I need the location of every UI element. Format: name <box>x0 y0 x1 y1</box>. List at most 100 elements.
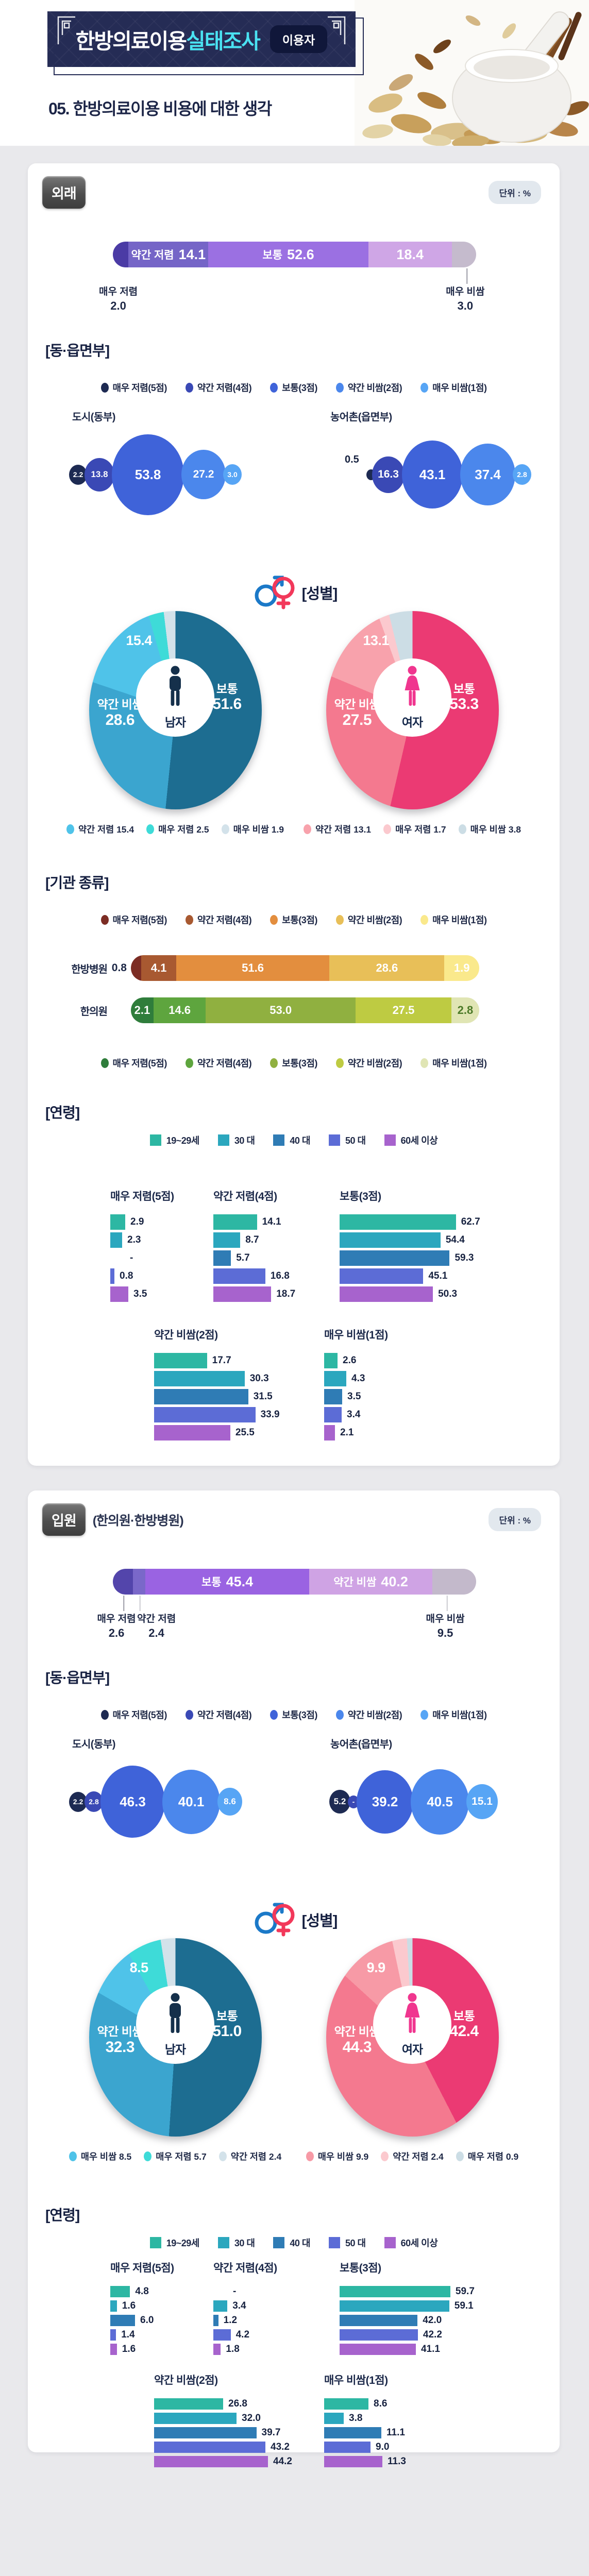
age-value: 3.4 <box>347 1409 361 1420</box>
age-bar <box>154 2442 265 2453</box>
donut-male: 남자 15.4 약간 비쌈 28.6 보통 51.6 약간 저렴 15.4 매우 저렴 2.5… <box>66 611 284 836</box>
legend-square-icon <box>329 2237 340 2248</box>
legend-label: 약간 저렴(4점) <box>197 1710 252 1720</box>
legend-label: 약간 비쌈(2점) <box>347 1710 402 1720</box>
legend-label: 매우 비쌈 1.9 <box>233 824 284 835</box>
donut-male: 남자 8.5 약간 비쌈 32.3 보통 51.0 매우 비쌈 8.5 매우 저렴 5.7 약간… <box>69 1938 281 2163</box>
bubble-chart-rural: 5.2-39.2 40.5 15.1 <box>299 1753 560 1851</box>
legend-dot-icon <box>100 1058 109 1068</box>
age-bar-row: 2.6 <box>324 1351 479 1369</box>
ornament-corner-icon <box>327 15 350 48</box>
legend-item: 약간 저렴(4점) <box>185 913 252 926</box>
legend-dot-icon <box>335 382 344 393</box>
institution-name: 한방병원 <box>71 963 108 975</box>
donut-legend: 매우 비쌈 9.9 약간 저렴 2.4 매우 저렴 0.9 <box>306 2150 518 2163</box>
legend-label: 보통(3점) <box>282 383 317 393</box>
age-chart-title: 보통(3점) <box>340 2262 381 2274</box>
group-label-rural: 농어촌(읍면부) <box>330 412 392 423</box>
age-bar <box>110 1232 122 1248</box>
callout-line <box>466 268 468 284</box>
age-value: 39.7 <box>261 2427 281 2438</box>
section-title-region: [동·읍면부] <box>45 1670 110 1686</box>
age-chart-expensive: 약간 비쌈(2점) 26.8 32.0 39.7 43.2 44.2 <box>154 2372 324 2469</box>
bubble: 2.2 <box>69 1791 87 1812</box>
donut-center: 여자 <box>373 658 451 737</box>
legend-label: 19~29세 <box>166 2238 200 2248</box>
donut-label-right: 보통 42.4 <box>449 2009 479 2040</box>
banner-user-tag: 이용자 <box>270 25 328 53</box>
legend-label: 약간 비쌈(2점) <box>347 1058 402 1069</box>
legend-dot-icon <box>335 1058 344 1068</box>
age-value: 59.1 <box>454 2300 474 2311</box>
age-bar <box>110 1214 125 1230</box>
age-chart-title: 보통(3점) <box>340 1191 381 1202</box>
ornament-corner-icon <box>53 15 76 48</box>
age-bar <box>110 2344 117 2355</box>
age-value: 1.6 <box>122 2300 136 2311</box>
legend-label: 매우 저렴 5.7 <box>156 2151 207 2162</box>
region-legend: 매우 저렴(5점) 약간 저렴(4점) 보통(3점) 약간 비쌈(2점) 매우 비쌈(1… <box>28 1708 560 1721</box>
age-chart-title: 약간 저렴(4점) <box>213 1191 277 1202</box>
callout-line <box>123 1596 124 1611</box>
legend-label: 보통(3점) <box>282 915 317 925</box>
bubble: 2.8 <box>513 464 531 485</box>
age-value: 59.3 <box>455 1252 474 1263</box>
donut-value-topleft: 15.4 <box>126 633 152 649</box>
age-chart-title: 매우 비쌈(1점) <box>324 2375 388 2386</box>
page-title: 05. 한방의료이용 비용에 대한 생각 <box>48 99 272 118</box>
segment-value: 40.2 <box>381 1573 408 1589</box>
segment-value: 18.4 <box>396 246 424 262</box>
legend-item: 매우 저렴 1.7 <box>383 823 446 836</box>
legend-dot-icon <box>185 382 193 393</box>
age-bar <box>154 1425 230 1440</box>
legend-label: 60세 이상 <box>400 2238 438 2248</box>
legend-item: 매우 비쌈 8.5 <box>69 2150 131 2163</box>
age-bar-row: 39.7 <box>154 2426 324 2440</box>
legend-label: 매우 비쌈 8.5 <box>80 2151 132 2162</box>
age-bar-row: 3.8 <box>324 2411 479 2426</box>
inpatient-subtitle: (한의원·한방병원) <box>92 1513 184 1528</box>
institution-bar: 2.1 14.6 53.0 27.5 2.8 <box>131 997 479 1023</box>
age-value: 0.8 <box>120 1270 133 1281</box>
legend-label: 40 대 <box>290 1136 310 1146</box>
legend-label: 매우 저렴(5점) <box>112 383 167 393</box>
legend-item: 매우 저렴(5점) <box>100 1056 167 1070</box>
callout-label: 약간 저렴 2.4 <box>137 1614 176 1639</box>
legend-label: 40 대 <box>290 2238 310 2248</box>
age-value: 2.9 <box>130 1216 144 1227</box>
segment-label: 보통 <box>201 1577 222 1588</box>
legend-item: 약간 비쌈(2점) <box>335 913 402 926</box>
age-charts-row2: 약간 비쌈(2점) 17.7 30.3 31.5 33.9 25.5 매우 비쌈(1점) 2… <box>28 1327 560 1442</box>
bubble: 27.2 <box>181 450 226 499</box>
age-bar <box>154 2427 257 2438</box>
donut-value-topleft: 9.9 <box>366 1960 386 1976</box>
age-bar-row: 50.3 <box>340 1285 515 1303</box>
banner-title-accent: 실태조사 <box>186 29 261 53</box>
unit-label: 단위 : % <box>489 181 541 204</box>
age-bar <box>324 1388 342 1404</box>
legend-label: 매우 비쌈(1점) <box>432 915 487 925</box>
age-value: 1.4 <box>121 2329 135 2340</box>
legend-dot-icon <box>458 824 466 834</box>
age-bar <box>340 2344 416 2355</box>
bubble: 46.3 <box>100 1766 165 1838</box>
region-bubble-charts: 2.2 2.8 46.3 40.1 8.6 5.2-39.2 40.5 15.1 <box>28 1753 560 1851</box>
section-title-gender: [성별] <box>28 575 560 609</box>
legend-dot-icon <box>100 914 109 925</box>
age-chart-very-expensive: 매우 비쌈(1점) 2.6 4.3 3.5 3.4 2.1 <box>324 1327 479 1442</box>
callout-label: 매우 비쌈 3.0 <box>446 286 485 312</box>
male-person-icon <box>166 666 184 711</box>
age-bar-row: 3.4 <box>213 2299 340 2313</box>
age-value: 33.9 <box>260 1409 280 1420</box>
female-person-icon <box>402 1993 423 2039</box>
age-value: 8.7 <box>245 1234 259 1245</box>
age-bar <box>110 2315 135 2326</box>
age-bar <box>324 2456 382 2467</box>
stacked-bar: 보통 45.4 약간 비쌈 40.2 <box>113 1569 476 1595</box>
age-bar <box>324 2413 344 2424</box>
age-bar <box>324 2442 371 2453</box>
legend-dot-icon <box>185 914 193 925</box>
callout-line <box>140 1596 141 1611</box>
legend-dot-icon <box>146 824 155 834</box>
legend-label: 약간 저렴(4점) <box>197 915 252 925</box>
